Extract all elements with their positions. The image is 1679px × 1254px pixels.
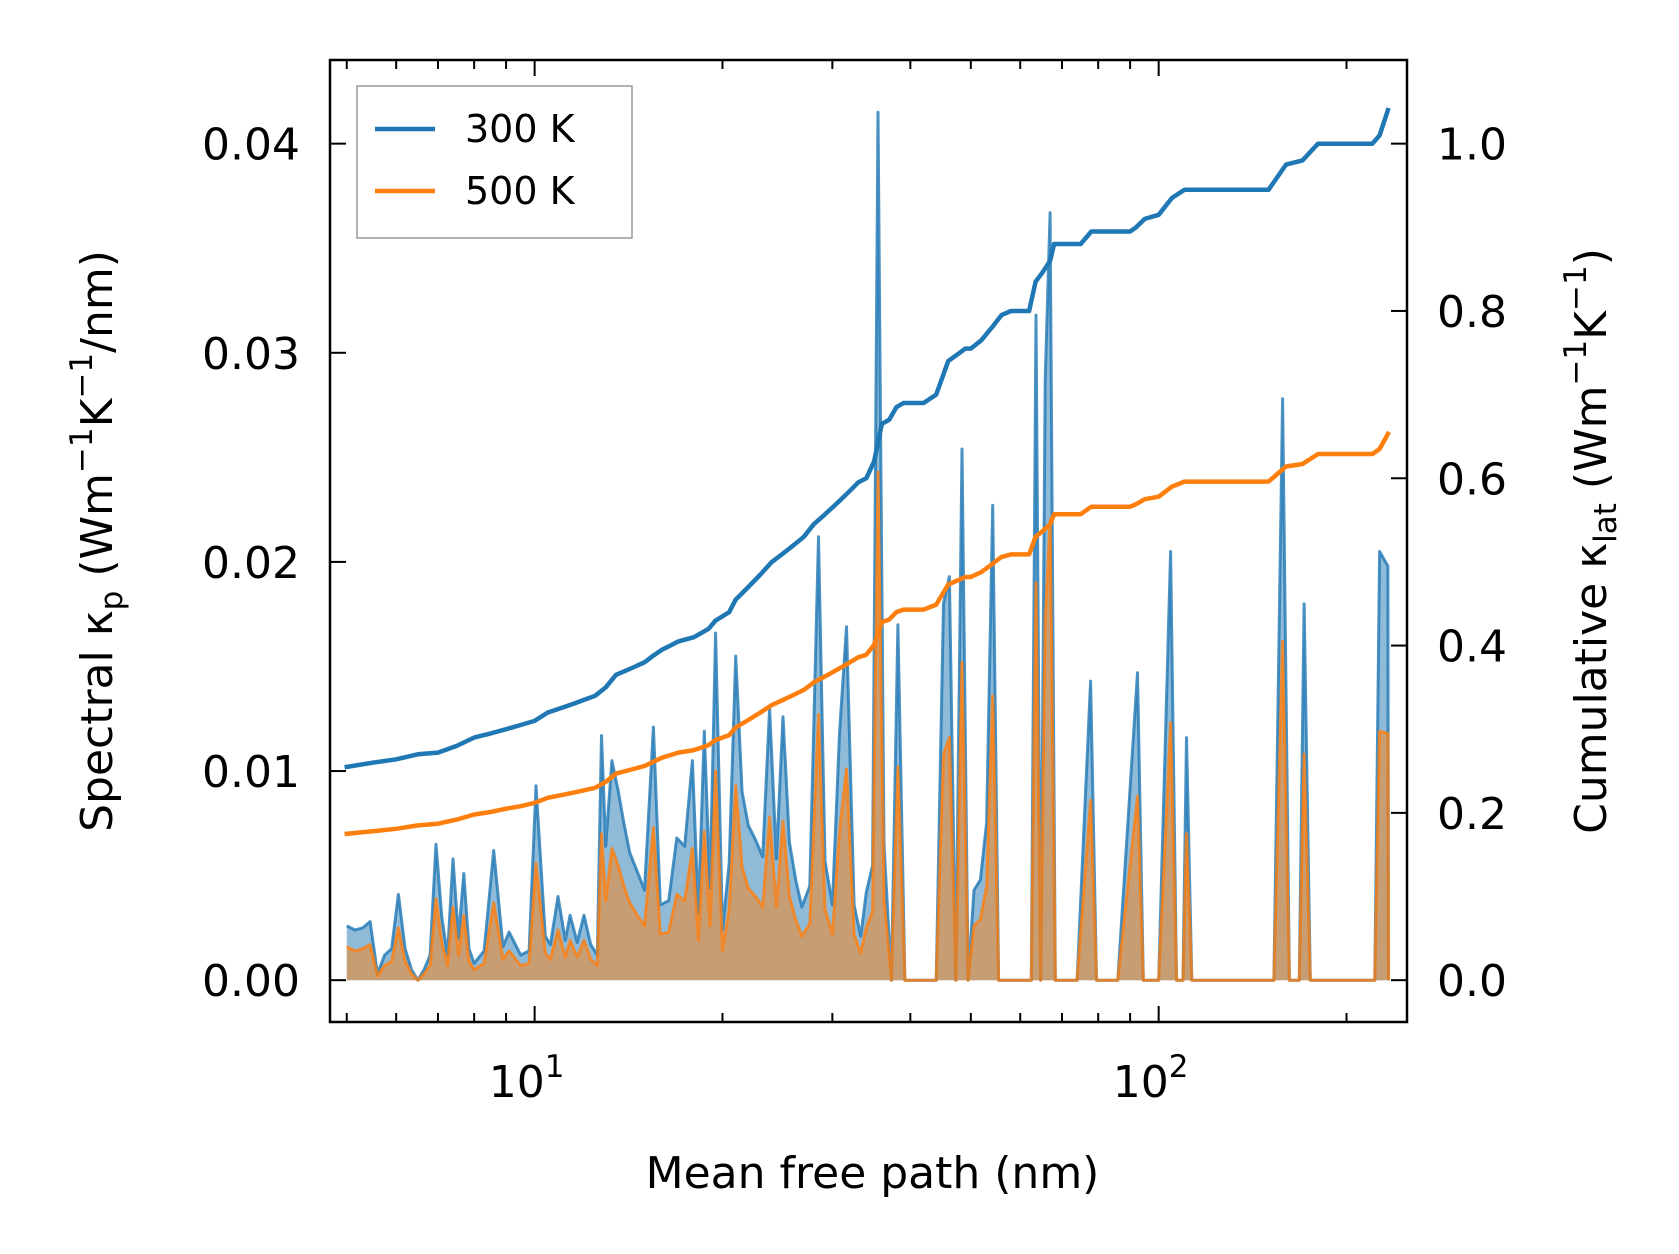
ticks: 101 102 0.00 0.01 0.02 0.03 0.04 0.0 0.2 0.4 0.6 0.… <box>202 60 1507 1108</box>
y-right-tick-label: 1.0 <box>1437 120 1507 171</box>
plot-frame <box>328 58 1409 1024</box>
legend-label-300-k: 300 K <box>465 107 576 151</box>
legend-label-500-k: 500 K <box>465 169 576 213</box>
axis-titles: Mean free path (nm) Spectral κp (Wm−1K−1/… <box>64 248 1624 1199</box>
cumulative-line-500-k <box>344 430 1391 837</box>
y-right-tick-label: 0.8 <box>1437 287 1507 338</box>
x-tick-label: 101 <box>489 1049 565 1108</box>
cumulative-line-300-k <box>344 107 1391 770</box>
y-right-tick-label: 0.0 <box>1437 956 1507 1007</box>
y-right-tick-label: 0.6 <box>1437 454 1507 505</box>
y-left-tick-label: 0.01 <box>202 747 300 798</box>
axes <box>328 58 1409 1024</box>
x-axis-title: Mean free path (nm) <box>646 1148 1100 1199</box>
y-left-tick-label: 0.03 <box>202 329 300 380</box>
x-tick-label: 102 <box>1113 1049 1189 1108</box>
y-right-tick-label: 0.4 <box>1437 622 1507 673</box>
y-right-axis-title: Cumulative κlat (Wm−1K−1) <box>1558 248 1624 834</box>
legend-box <box>356 85 633 239</box>
series-lines <box>344 107 1391 837</box>
y-left-tick-label: 0.04 <box>202 120 300 171</box>
y-left-axis-title: Spectral κp (Wm−1K−1/nm) <box>64 250 130 832</box>
spectral-fills <box>346 110 1390 982</box>
spectral-line-300-k <box>346 110 1390 982</box>
y-right-tick-label: 0.2 <box>1437 789 1507 840</box>
y-left-tick-label: 0.00 <box>202 956 300 1007</box>
y-left-tick-label: 0.02 <box>202 538 300 589</box>
spectral-line-500-k <box>346 470 1390 982</box>
legend: 300 K 500 K <box>356 85 633 239</box>
